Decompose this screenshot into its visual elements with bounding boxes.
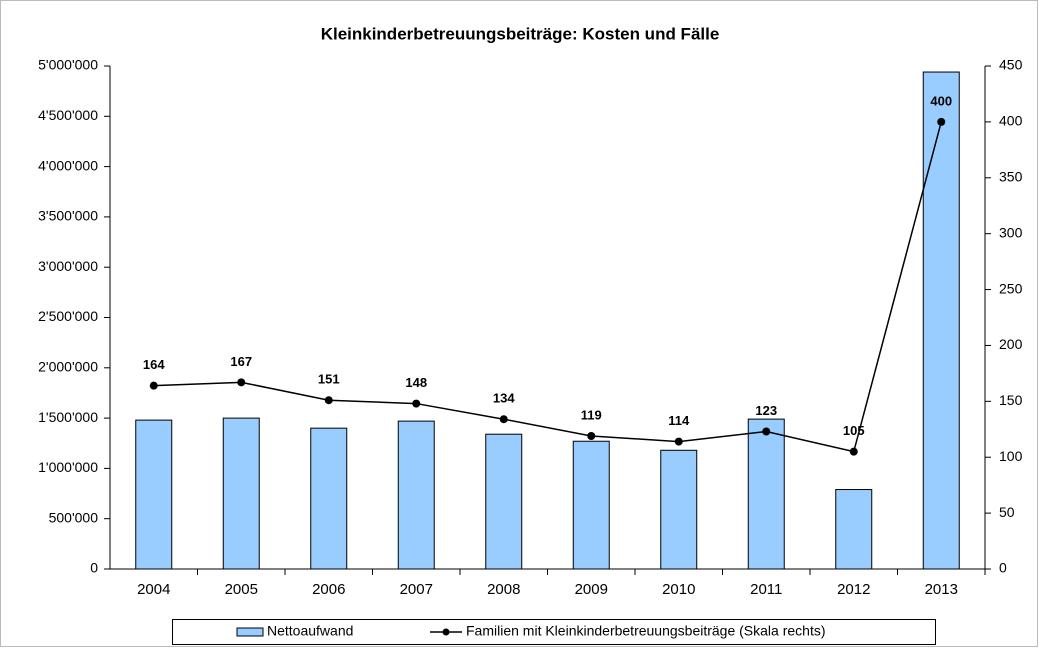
legend-label: Familien mit Kleinkinderbetreuungsbeiträ…: [466, 623, 826, 639]
bar: [572, 440, 610, 570]
y-tick-label: 1'000'000: [38, 459, 98, 475]
x-tick-label: 2013: [925, 581, 958, 598]
line-marker: [762, 427, 771, 436]
y-tick-label: 2'000'000: [38, 359, 98, 375]
y2-tick-label: 300: [999, 224, 1023, 240]
x-tick-label: 2006: [312, 581, 345, 598]
bar: [397, 420, 435, 570]
legend-box: [172, 619, 936, 645]
bar: [660, 449, 698, 570]
x-tick-label: 2008: [487, 581, 520, 598]
bar: [835, 489, 873, 570]
y-tick-label: 5'000'000: [38, 57, 98, 73]
line-marker: [587, 431, 596, 440]
legend-swatch: [236, 627, 264, 637]
y2-tick-label: 100: [999, 448, 1023, 464]
y2-tick-label: 450: [999, 57, 1023, 73]
x-tick-label: 2011: [750, 581, 782, 598]
x-tick-label: 2012: [837, 581, 870, 598]
data-label: 105: [843, 423, 865, 438]
line-marker: [412, 399, 421, 408]
y2-tick-label: 50: [999, 504, 1015, 520]
bar: [222, 417, 260, 570]
legend-marker: [442, 628, 450, 636]
legend-label: Nettoaufwand: [267, 623, 353, 639]
y2-tick-label: 250: [999, 280, 1023, 296]
line-marker: [149, 381, 158, 390]
bar: [747, 418, 785, 570]
line-marker: [937, 117, 946, 126]
line: [153, 121, 942, 453]
line-marker: [499, 415, 508, 424]
chart-title: Kleinkinderbetreuungsbeiträge: Kosten un…: [321, 24, 720, 43]
data-label: 114: [668, 413, 690, 428]
y-tick-label: 4'500'000: [38, 107, 98, 123]
bar: [485, 433, 523, 570]
y2-tick-label: 400: [999, 113, 1023, 129]
y-tick-label: 3'000'000: [38, 258, 98, 274]
data-label: 400: [930, 93, 952, 108]
x-tick-label: 2004: [137, 581, 170, 598]
data-label: 164: [143, 357, 165, 372]
data-label: 119: [581, 407, 602, 422]
y-tick-label: 2'500'000: [38, 308, 98, 324]
bar: [310, 427, 348, 570]
bar: [922, 71, 960, 570]
y-tick-label: 0: [90, 560, 98, 576]
x-tick-label: 2005: [225, 581, 258, 598]
y-tick-label: 1'500'000: [38, 409, 98, 425]
data-label: 123: [755, 403, 777, 418]
x-tick-label: 2010: [662, 581, 695, 598]
x-tick-label: 2009: [575, 581, 608, 598]
y2-tick-label: 0: [999, 560, 1007, 576]
data-label: 148: [405, 375, 427, 390]
line-marker: [324, 396, 333, 405]
data-label: 151: [318, 372, 340, 387]
bar: [135, 419, 173, 570]
y-tick-label: 3'500'000: [38, 208, 98, 224]
y-tick-label: 500'000: [49, 509, 99, 525]
line-marker: [849, 447, 858, 456]
line-marker: [237, 378, 246, 387]
y2-tick-label: 350: [999, 168, 1023, 184]
y2-tick-label: 150: [999, 392, 1023, 408]
line-marker: [674, 437, 683, 446]
y-tick-label: 4'000'000: [38, 157, 98, 173]
x-tick-label: 2007: [400, 581, 433, 598]
data-label: 167: [230, 354, 252, 369]
y2-tick-label: 200: [999, 336, 1023, 352]
data-label: 134: [493, 391, 515, 406]
